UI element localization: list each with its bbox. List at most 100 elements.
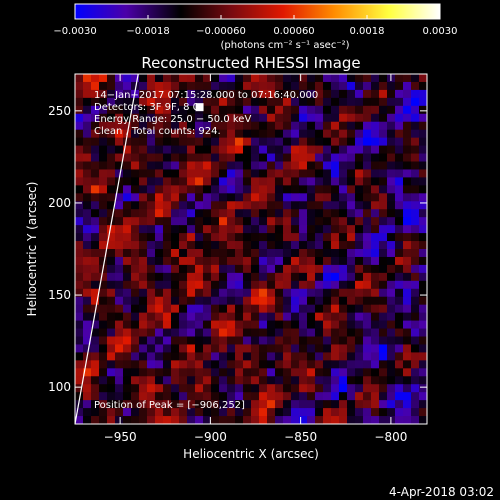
heatmap-cell xyxy=(147,352,156,361)
heatmap-cell xyxy=(243,400,252,409)
heatmap-cell xyxy=(299,264,308,274)
heatmap-cell xyxy=(323,320,332,330)
heatmap-cell xyxy=(115,392,124,401)
heatmap-cell xyxy=(387,400,396,409)
heatmap-cell xyxy=(371,113,380,123)
heatmap-cell xyxy=(91,185,100,194)
heatmap-cell xyxy=(131,153,140,163)
heatmap-cell xyxy=(131,185,140,194)
heatmap-cell xyxy=(99,105,108,115)
heatmap-cell xyxy=(283,368,292,377)
heatmap-cell xyxy=(283,400,292,409)
heatmap-cell xyxy=(339,185,348,194)
heatmap-cell xyxy=(107,376,116,385)
heatmap-cell xyxy=(123,408,132,417)
heatmap-cell xyxy=(163,145,172,155)
heatmap-cell xyxy=(307,113,316,123)
heatmap-cell xyxy=(227,105,236,115)
heatmap-cell xyxy=(307,153,316,163)
colorbar-tick-label: 0.00060 xyxy=(273,26,314,37)
heatmap-cell xyxy=(315,408,324,417)
heatmap-cell xyxy=(203,209,212,218)
heatmap-cell xyxy=(267,161,276,171)
heatmap-cell xyxy=(331,336,340,346)
heatmap-cell xyxy=(147,288,156,298)
heatmap-cell xyxy=(387,376,396,385)
heatmap-cell xyxy=(275,272,284,282)
heatmap-cell xyxy=(211,209,220,218)
heatmap-cell xyxy=(83,296,92,306)
heatmap-cell xyxy=(123,105,132,115)
heatmap-cell xyxy=(155,209,164,218)
heatmap-cell xyxy=(323,256,332,266)
heatmap-cell xyxy=(323,209,332,218)
heatmap-cell xyxy=(355,408,364,417)
heatmap-cell xyxy=(187,241,196,250)
heatmap-cell xyxy=(267,392,276,401)
heatmap-cell xyxy=(403,137,412,147)
heatmap-cell xyxy=(379,185,388,194)
heatmap-cell xyxy=(123,113,132,123)
heatmap-cell xyxy=(115,74,124,83)
heatmap-cell xyxy=(99,288,108,298)
heatmap-cell xyxy=(83,145,92,155)
heatmap-cell xyxy=(139,185,148,194)
heatmap-cell xyxy=(307,137,316,147)
heatmap-cell xyxy=(315,121,324,131)
heatmap-cell xyxy=(91,360,100,369)
heatmap-cell xyxy=(259,185,268,194)
heatmap-cell xyxy=(371,169,380,179)
heatmap-cell xyxy=(219,137,228,147)
heatmap-cell xyxy=(107,129,116,139)
heatmap-cell xyxy=(203,368,212,377)
heatmap-cell xyxy=(315,280,324,290)
heatmap-cell xyxy=(315,74,324,83)
heatmap-cell xyxy=(291,368,300,377)
heatmap-cell xyxy=(419,209,427,218)
heatmap-cell xyxy=(195,89,204,99)
heatmap-cell xyxy=(243,288,252,298)
heatmap-cell xyxy=(299,392,308,401)
heatmap-cell xyxy=(347,392,356,401)
heatmap-cell xyxy=(323,74,332,83)
heatmap-cell xyxy=(171,201,180,210)
heatmap-cell xyxy=(387,249,396,258)
heatmap-cell xyxy=(227,129,236,139)
heatmap-cell xyxy=(235,153,244,163)
heatmap-cell xyxy=(371,360,380,369)
heatmap-cell xyxy=(251,312,260,322)
heatmap-cell xyxy=(275,129,284,139)
heatmap-cell xyxy=(99,201,108,210)
heatmap-cell xyxy=(403,320,412,330)
x-axis-label: Heliocentric X (arcsec) xyxy=(183,447,319,461)
heatmap-cell xyxy=(131,105,140,115)
heatmap-cell xyxy=(163,304,172,314)
heatmap-cell xyxy=(139,336,148,346)
heatmap-cell xyxy=(291,137,300,147)
heatmap-cell xyxy=(107,272,116,282)
heatmap-cell xyxy=(411,177,420,186)
heatmap-cell xyxy=(363,256,372,266)
heatmap-cell xyxy=(99,328,108,338)
heatmap-cell xyxy=(347,145,356,155)
heatmap-cell xyxy=(411,153,420,163)
heatmap-cell xyxy=(163,288,172,298)
heatmap-cell xyxy=(251,304,260,314)
heatmap-cell xyxy=(187,320,196,330)
heatmap-cell xyxy=(307,312,316,322)
heatmap-cell xyxy=(315,392,324,401)
heatmap-cell xyxy=(395,97,404,107)
heatmap-cell xyxy=(331,376,340,385)
colorbar-tick-label: −0.00060 xyxy=(196,26,246,37)
heatmap-cell xyxy=(107,304,116,314)
heatmap-cell xyxy=(155,161,164,171)
heatmap-cell xyxy=(299,336,308,346)
heatmap-cell xyxy=(155,312,164,322)
heatmap-cell xyxy=(243,177,252,186)
heatmap-cell xyxy=(387,360,396,369)
heatmap-cell xyxy=(363,408,372,417)
heatmap-cell xyxy=(307,304,316,314)
heatmap-cell xyxy=(179,384,188,393)
heatmap-cell xyxy=(131,169,140,179)
heatmap-cell xyxy=(299,360,308,369)
